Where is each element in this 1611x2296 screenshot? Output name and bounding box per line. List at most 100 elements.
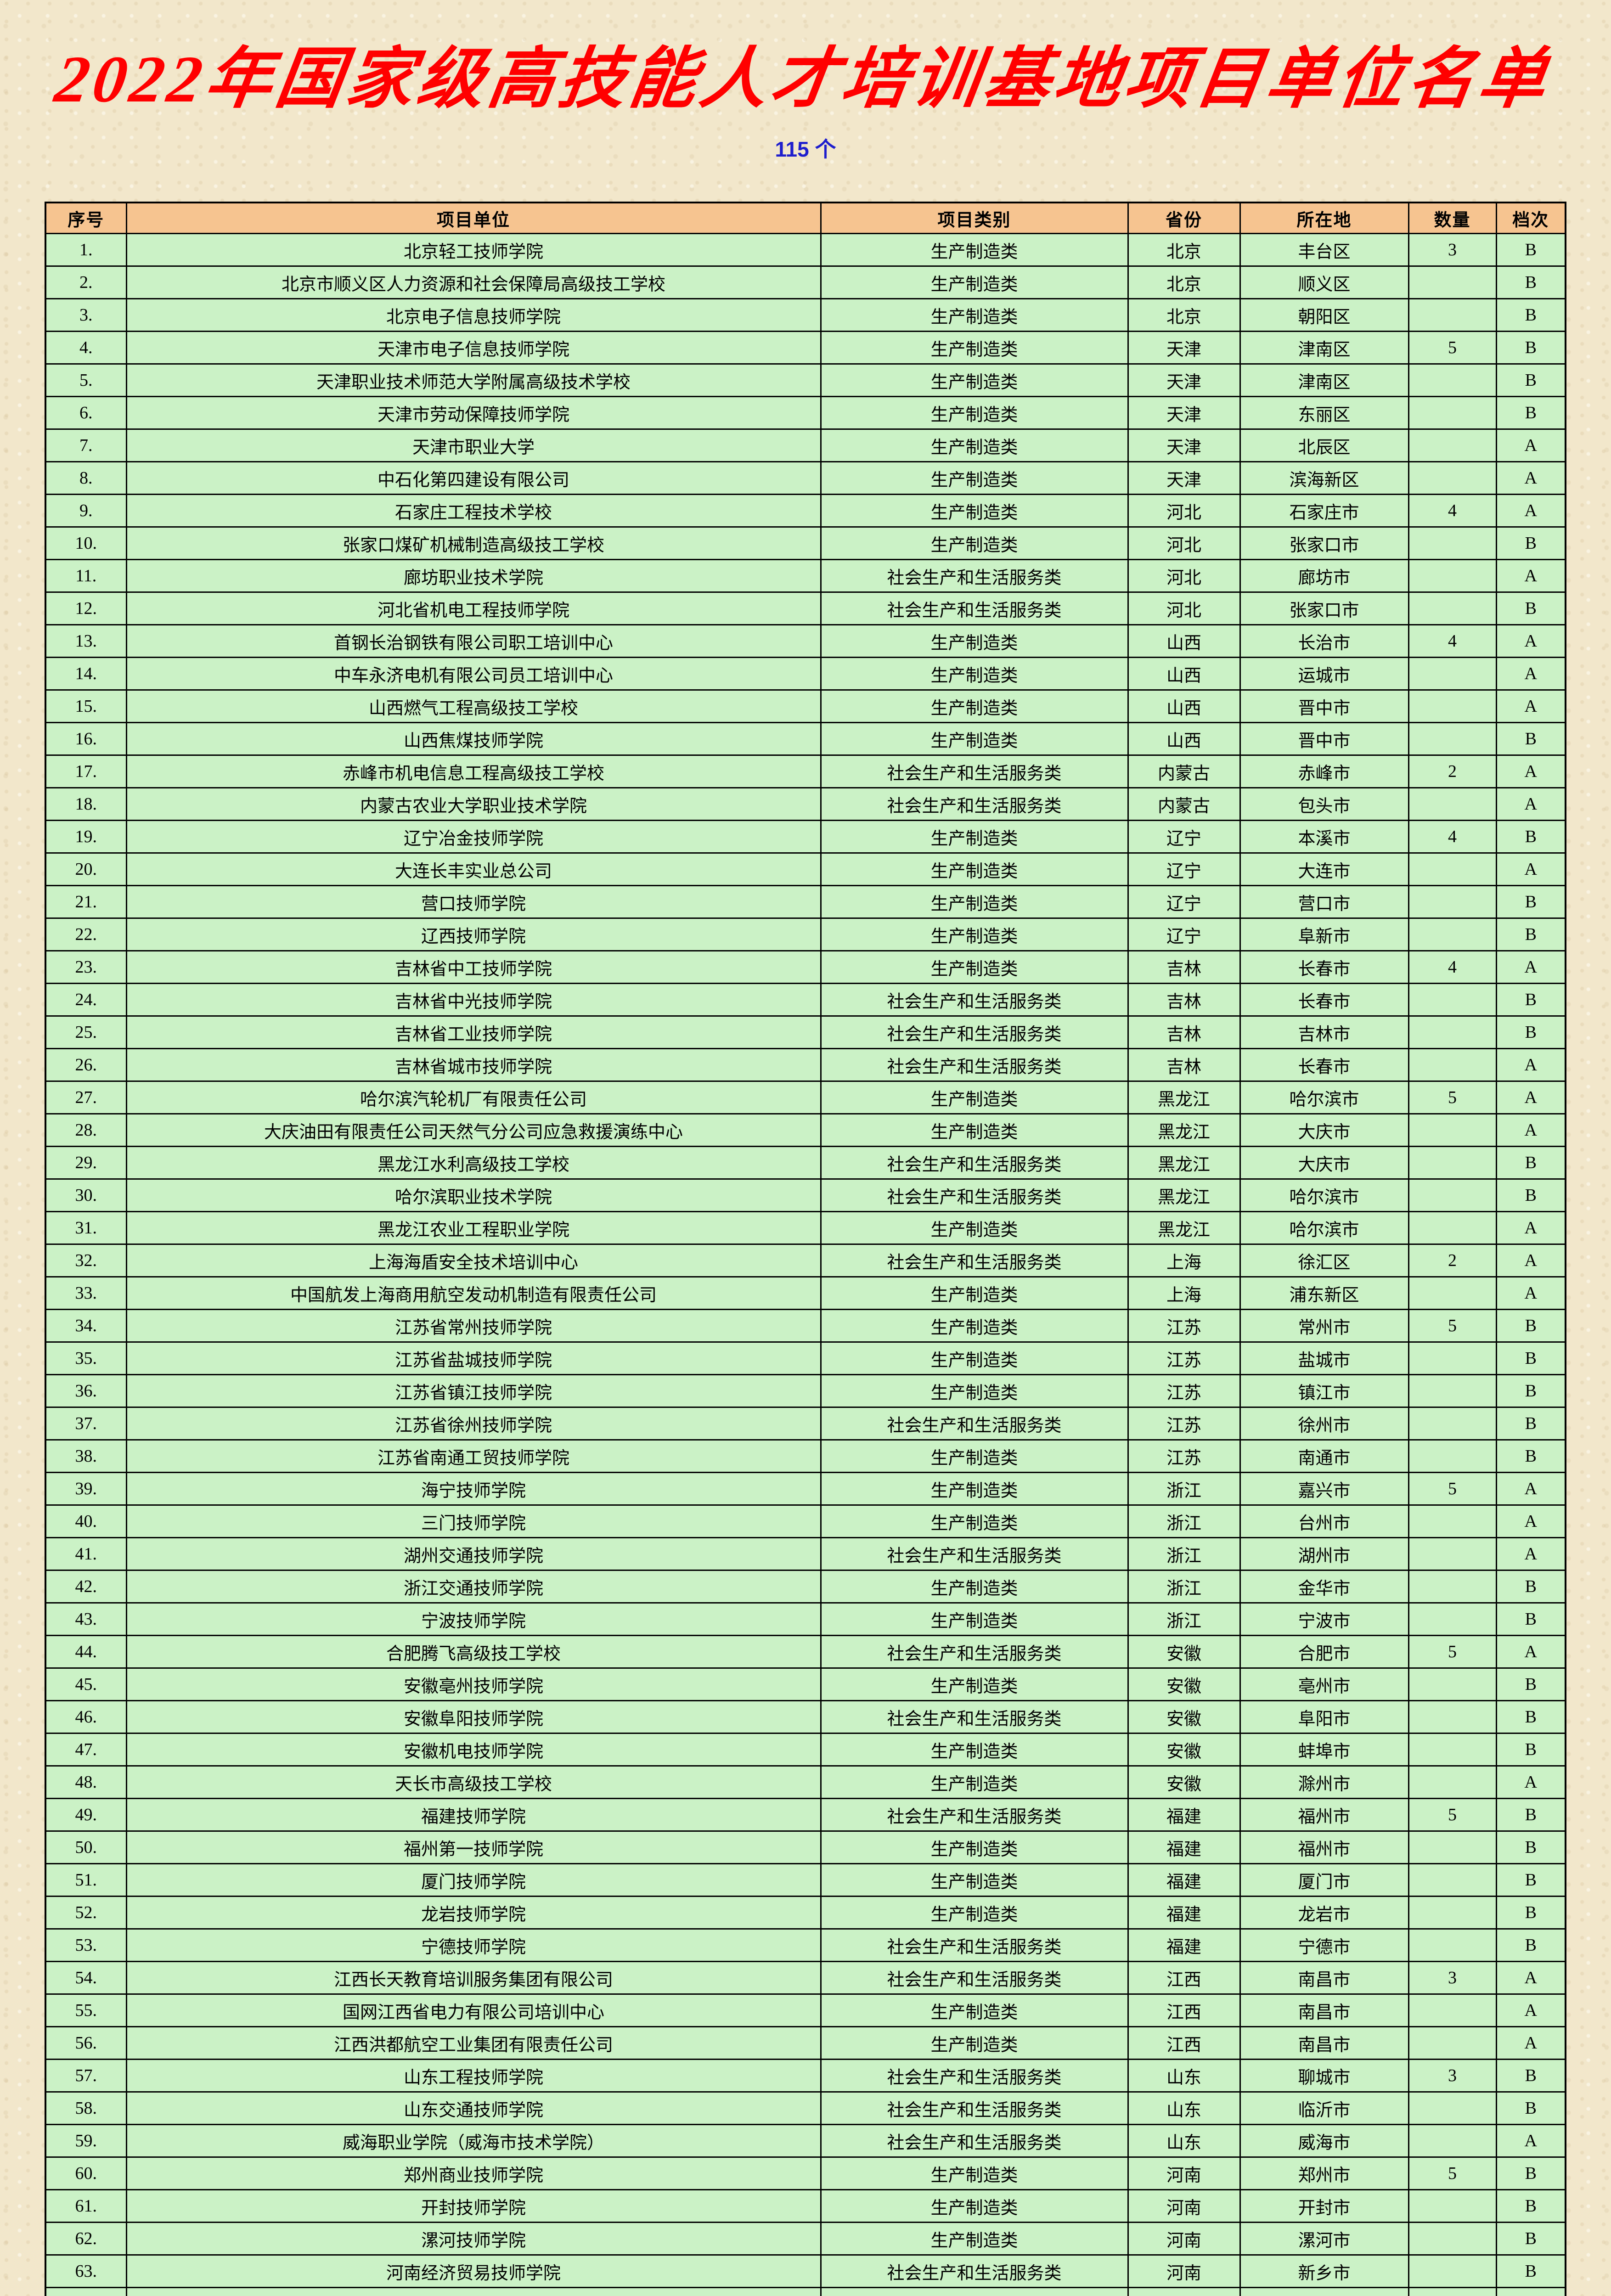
cell-province: 黑龙江 [1127, 1211, 1241, 1245]
cell-category: 生产制造类 [820, 2287, 1129, 2296]
cell-province: 江西 [1127, 1993, 1241, 2028]
table-row: 47. 安徽机电技师学院 生产制造类 安徽 蚌埠市 B [45, 1733, 1566, 1767]
cell-category: 生产制造类 [820, 363, 1129, 398]
table-row: 61. 开封技师学院 生产制造类 河南 开封市 B [45, 2189, 1566, 2223]
cell-city: 台州市 [1239, 1504, 1409, 1539]
cell-name: 江苏省盐城技师学院 [125, 1341, 822, 1376]
cell-province: 辽宁 [1127, 885, 1241, 919]
cell-qty [1408, 1537, 1497, 1571]
cell-city: 朝阳区 [1239, 298, 1409, 332]
cell-category: 生产制造类 [820, 494, 1129, 528]
cell-name: 营口技师学院 [125, 885, 822, 919]
cell-category: 生产制造类 [820, 233, 1129, 267]
cell-city: 运城市 [1239, 657, 1409, 691]
cell-name: 三门技师学院 [125, 1504, 822, 1539]
cell-name: 国网江西省电力有限公司培训中心 [125, 1993, 822, 2028]
cell-name: 大连长丰实业总公司 [125, 852, 822, 887]
cell-qty: 4 [1408, 624, 1497, 658]
cell-province: 江西 [1127, 1961, 1241, 1995]
cell-category: 生产制造类 [820, 461, 1129, 495]
table-row: 36. 江苏省镇江技师学院 生产制造类 江苏 镇江市 B [45, 1374, 1566, 1408]
cell-grade: A [1495, 1993, 1566, 2028]
cell-no: 64. [45, 2287, 127, 2296]
table-row: 55. 国网江西省电力有限公司培训中心 生产制造类 江西 南昌市 A [45, 1993, 1566, 2028]
cell-qty [1408, 1341, 1497, 1376]
cell-name: 山东工程技师学院 [125, 2059, 822, 2093]
cell-province: 吉林 [1127, 1015, 1241, 1050]
cell-province: 河南 [1127, 2287, 1241, 2296]
cell-no: 16. [45, 722, 127, 756]
cell-no: 50. [45, 1830, 127, 1865]
cell-name: 江苏省南通工贸技师学院 [125, 1439, 822, 1474]
table-row: 64.信阳技师学院生产制造类河南信阳市 A [45, 2287, 1566, 2296]
table-row: 7. 天津市职业大学 生产制造类 天津 北辰区 A [45, 428, 1566, 463]
cell-province: 北京 [1127, 233, 1241, 267]
table-row: 39. 海宁技师学院 生产制造类 浙江 嘉兴市 5 A [45, 1472, 1566, 1506]
cell-grade: B [1495, 1341, 1566, 1376]
cell-grade: A [1495, 494, 1566, 528]
cell-name: 福州第一技师学院 [125, 1830, 822, 1865]
cell-qty [1408, 396, 1497, 430]
cell-no: 23. [45, 950, 127, 985]
cell-province: 上海 [1127, 1244, 1241, 1278]
table-row: 30. 哈尔滨职业技术学院 社会生产和生活服务类 黑龙江 哈尔滨市 B [45, 1178, 1566, 1213]
cell-grade: B [1495, 1830, 1566, 1865]
cell-category: 生产制造类 [820, 689, 1129, 724]
table-row: 56. 江西洪都航空工业集团有限责任公司 生产制造类 江西 南昌市 A [45, 2026, 1566, 2060]
table-row: 16. 山西焦煤技师学院 生产制造类 山西 晋中市 B [45, 722, 1566, 756]
cell-category: 生产制造类 [820, 722, 1129, 756]
table-row: 22. 辽西技师学院 生产制造类 辽宁 阜新市 B [45, 917, 1566, 952]
cell-city: 漯河市 [1239, 2222, 1409, 2256]
table-row: 50. 福州第一技师学院 生产制造类 福建 福州市 B [45, 1830, 1566, 1865]
table-row: 23. 吉林省中工技师学院 生产制造类 吉林 长春市 4 A [45, 950, 1566, 985]
cell-category: 生产制造类 [820, 1570, 1129, 1604]
cell-city: 大连市 [1239, 852, 1409, 887]
cell-no: 62. [45, 2222, 127, 2256]
cell-qty: 5 [1408, 1309, 1497, 1343]
cell-no: 25. [45, 1015, 127, 1050]
cell-no: 30. [45, 1178, 127, 1213]
table-row: 54. 江西长天教育培训服务集团有限公司 社会生产和生活服务类 江西 南昌市 3 A [45, 1961, 1566, 1995]
cell-category: 社会生产和生活服务类 [820, 2254, 1129, 2289]
cell-city: 北辰区 [1239, 428, 1409, 463]
table-row: 42. 浙江交通技师学院 生产制造类 浙江 金华市 B [45, 1570, 1566, 1604]
cell-no: 36. [45, 1374, 127, 1408]
cell-name: 内蒙古农业大学职业技术学院 [125, 787, 822, 822]
cell-name: 北京轻工技师学院 [125, 233, 822, 267]
cell-qty [1408, 1993, 1497, 2028]
cell-name: 吉林省中工技师学院 [125, 950, 822, 985]
cell-grade: B [1495, 298, 1566, 332]
cell-no: 5. [45, 363, 127, 398]
cell-grade: B [1495, 331, 1566, 365]
cell-grade: A [1495, 1504, 1566, 1539]
cell-province: 辽宁 [1127, 917, 1241, 952]
cell-qty [1408, 722, 1497, 756]
cell-city: 信阳市 [1239, 2287, 1409, 2296]
cell-grade: B [1495, 983, 1566, 1017]
cell-grade: A [1495, 657, 1566, 691]
cell-category: 社会生产和生活服务类 [820, 2059, 1129, 2093]
cell-city: 南昌市 [1239, 1961, 1409, 1995]
cell-name: 辽西技师学院 [125, 917, 822, 952]
cell-grade: B [1495, 1439, 1566, 1474]
cell-name: 首钢长治钢铁有限公司职工培训中心 [125, 624, 822, 658]
cell-category: 社会生产和生活服务类 [820, 1798, 1129, 1832]
cell-city: 盐城市 [1239, 1341, 1409, 1376]
cell-no: 29. [45, 1146, 127, 1180]
cell-province: 福建 [1127, 1863, 1241, 1897]
cell-qty [1408, 2189, 1497, 2223]
cell-qty [1408, 917, 1497, 952]
cell-no: 52. [45, 1896, 127, 1930]
cell-city: 顺义区 [1239, 265, 1409, 300]
cell-no: 14. [45, 657, 127, 691]
cell-province: 山西 [1127, 722, 1241, 756]
cell-province: 浙江 [1127, 1537, 1241, 1571]
cell-name: 张家口煤矿机械制造高级技工学校 [125, 526, 822, 561]
cell-no: 7. [45, 428, 127, 463]
cell-province: 安徽 [1127, 1765, 1241, 1800]
cell-no: 24. [45, 983, 127, 1017]
cell-city: 湖州市 [1239, 1537, 1409, 1571]
cell-category: 社会生产和生活服务类 [820, 754, 1129, 789]
cell-category: 生产制造类 [820, 396, 1129, 430]
